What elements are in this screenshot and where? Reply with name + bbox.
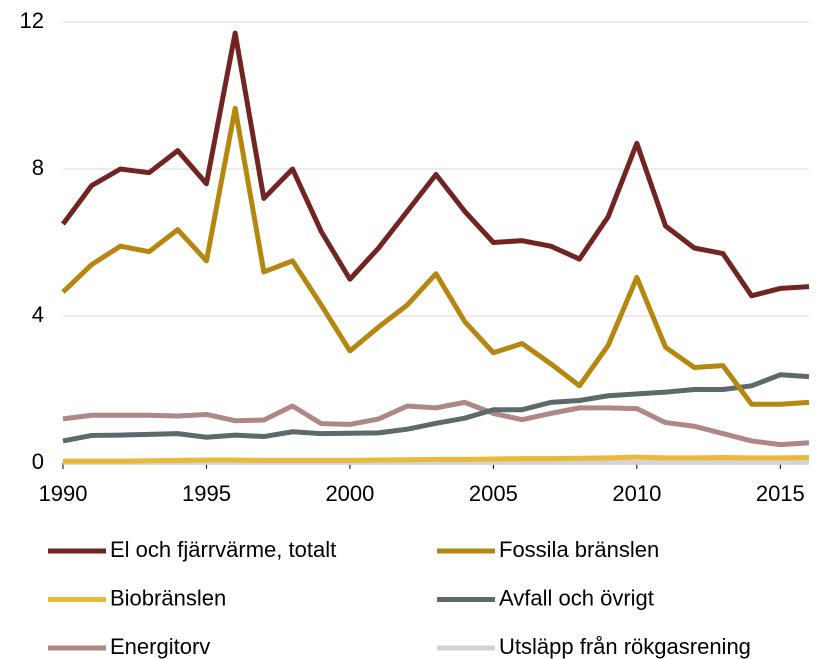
x-tick-label: 1990 <box>39 481 88 506</box>
x-tick-label: 2010 <box>612 481 661 506</box>
legend-label: Biobränslen <box>110 585 226 610</box>
legend-label: Utsläpp från rökgasrening <box>499 634 751 659</box>
series-line <box>62 372 810 444</box>
series-line <box>62 399 810 448</box>
series-line <box>60 30 810 299</box>
x-tick-label: 2015 <box>756 481 805 506</box>
y-tick-label: 12 <box>20 8 44 33</box>
series-line <box>61 105 810 407</box>
x-tick-label: 2000 <box>325 481 374 506</box>
y-tick-label: 0 <box>32 449 44 474</box>
legend-label: El och fjärrvärme, totalt <box>110 537 336 562</box>
y-tick-label: 8 <box>32 155 44 180</box>
legend-label: Fossila bränslen <box>499 537 659 562</box>
y-tick-label: 4 <box>32 302 44 327</box>
x-tick-label: 2005 <box>469 481 518 506</box>
x-tick-label: 1995 <box>182 481 231 506</box>
series-line <box>63 454 810 464</box>
legend-label: Energitorv <box>110 634 210 659</box>
legend-label: Avfall och övrigt <box>499 585 654 610</box>
